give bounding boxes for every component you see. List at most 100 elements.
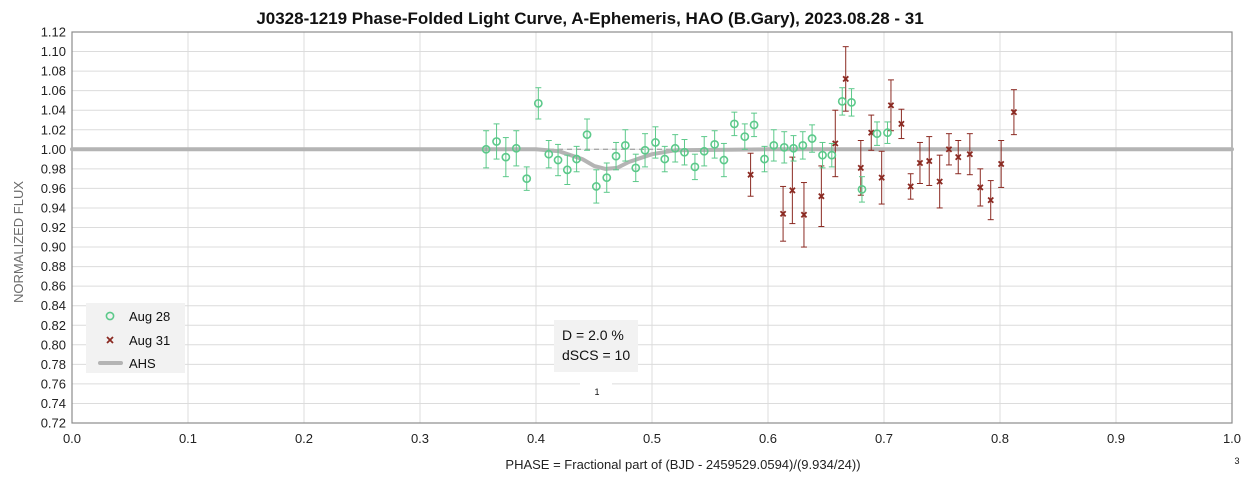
y-tick-label: 1.00 — [41, 142, 66, 157]
y-tick-label: 0.98 — [41, 161, 66, 176]
aug31-point — [887, 102, 895, 109]
aug28-point — [544, 149, 554, 159]
aug31-point-stroke — [818, 192, 825, 200]
y-tick-label: 0.84 — [41, 298, 66, 313]
aug28-point — [847, 97, 856, 107]
aug31-points — [747, 46, 1018, 248]
aug31-point — [907, 183, 914, 190]
aug31-point-stroke — [997, 160, 1005, 168]
aug28-point — [807, 134, 817, 143]
x-tick-label: 0.2 — [295, 431, 313, 446]
y-tick-label: 0.92 — [41, 220, 66, 235]
y-tick-label: 0.96 — [41, 181, 66, 196]
aug28-point — [602, 173, 612, 183]
aug28-point — [660, 154, 670, 164]
aug31-point-stroke — [926, 157, 933, 165]
corner-footnote: 3 — [1234, 456, 1239, 466]
x-tick-label: 1.0 — [1223, 431, 1241, 446]
aug28-point — [857, 184, 867, 194]
aug28-point — [837, 97, 847, 106]
aug31-point — [818, 192, 825, 200]
y-tick-label: 1.10 — [41, 44, 66, 59]
legend: Aug 28 Aug 31 AHS — [86, 303, 185, 373]
aug31-point — [842, 75, 849, 83]
y-tick-label: 1.08 — [41, 64, 66, 79]
chart-title: J0328-1219 Phase-Folded Light Curve, A-E… — [256, 9, 923, 28]
aug28-point — [481, 144, 491, 154]
y-tick-labels: 0.72 0.74 0.76 0.78 0.80 0.82 0.84 0.86 0.88 0.90… — [41, 25, 66, 431]
aug31-point-stroke — [907, 183, 914, 190]
aug28-point — [651, 138, 660, 147]
aug31-point — [857, 164, 865, 172]
aug28-point — [492, 137, 501, 146]
aug31-point-stroke — [955, 153, 962, 161]
x-tick-label: 0.7 — [875, 431, 893, 446]
y-tick-label: 1.04 — [41, 103, 66, 118]
aug28-point — [582, 130, 592, 140]
aug31-point-stroke — [987, 196, 994, 204]
annotation-dscs: dSCS = 10 — [562, 347, 630, 363]
annotation-depth: D = 2.0 % — [562, 327, 624, 343]
aug28-point — [818, 150, 827, 160]
aug28-point — [827, 150, 837, 160]
aug28-point — [501, 152, 511, 162]
aug28-point — [591, 182, 601, 191]
aug31-point-stroke — [887, 102, 895, 109]
aug28-point — [883, 128, 892, 138]
aug28-point — [640, 145, 650, 155]
aug28-point — [789, 143, 798, 153]
aug31-point-stroke — [779, 210, 787, 218]
aug28-point — [553, 155, 563, 165]
aug28-point — [620, 140, 630, 150]
aug28-point — [533, 98, 543, 108]
x-tick-label: 0.9 — [1107, 431, 1125, 446]
x-tick-label: 0.3 — [411, 431, 429, 446]
aug31-point — [916, 159, 924, 167]
aug31-point — [779, 210, 787, 218]
aug28-point — [798, 140, 808, 150]
legend-aug28-label: Aug 28 — [129, 309, 170, 324]
aug28-point — [699, 146, 709, 156]
aug31-point-stroke — [842, 75, 849, 83]
aug31-point-stroke — [936, 178, 943, 185]
aug31-point — [789, 187, 796, 194]
aug31-point — [966, 150, 974, 158]
aug31-point — [987, 196, 994, 204]
aug28-point — [719, 155, 729, 165]
aug28-point — [562, 165, 572, 175]
aug31-point — [997, 160, 1005, 168]
y-tick-label: 0.80 — [41, 337, 66, 352]
aug31-point-stroke — [878, 174, 885, 181]
aug28-point — [760, 154, 769, 164]
aug31-point-stroke — [898, 120, 905, 128]
aug28-point — [680, 147, 689, 157]
x-tick-label: 0.4 — [527, 431, 545, 446]
annotation-box: D = 2.0 % dSCS = 10 1 — [554, 320, 638, 400]
aug31-point-stroke — [977, 184, 984, 191]
aug31-point — [898, 120, 905, 128]
y-tick-label: 0.76 — [41, 376, 66, 391]
aug31-point-stroke — [832, 140, 839, 147]
y-tick-label: 0.94 — [41, 200, 66, 215]
aug28-points — [481, 87, 892, 204]
aug31-point — [832, 140, 839, 147]
aug28-point — [710, 140, 720, 149]
x-axis-label: PHASE = Fractional part of (BJD - 245952… — [505, 457, 860, 472]
aug31-point-stroke — [945, 146, 953, 153]
aug28-point — [729, 119, 739, 129]
y-tick-label: 0.78 — [41, 357, 66, 372]
aug28-point — [522, 174, 532, 184]
x-tick-label: 0.6 — [759, 431, 777, 446]
aug28-point — [769, 140, 779, 150]
aug28-point — [872, 129, 882, 139]
y-tick-label: 0.86 — [41, 279, 66, 294]
x-tick-label: 0.8 — [991, 431, 1009, 446]
aug31-point-stroke — [868, 129, 875, 136]
x-tick-labels: 0.0 0.1 0.2 0.3 0.4 0.5 0.6 0.7 0.8 0.9 1.0 — [63, 431, 1241, 446]
aug31-point — [878, 174, 885, 181]
aug31-point-stroke — [916, 159, 924, 167]
y-tick-label: 0.72 — [41, 416, 66, 431]
grid-lines — [71, 31, 1233, 424]
aug28-point — [511, 143, 521, 153]
